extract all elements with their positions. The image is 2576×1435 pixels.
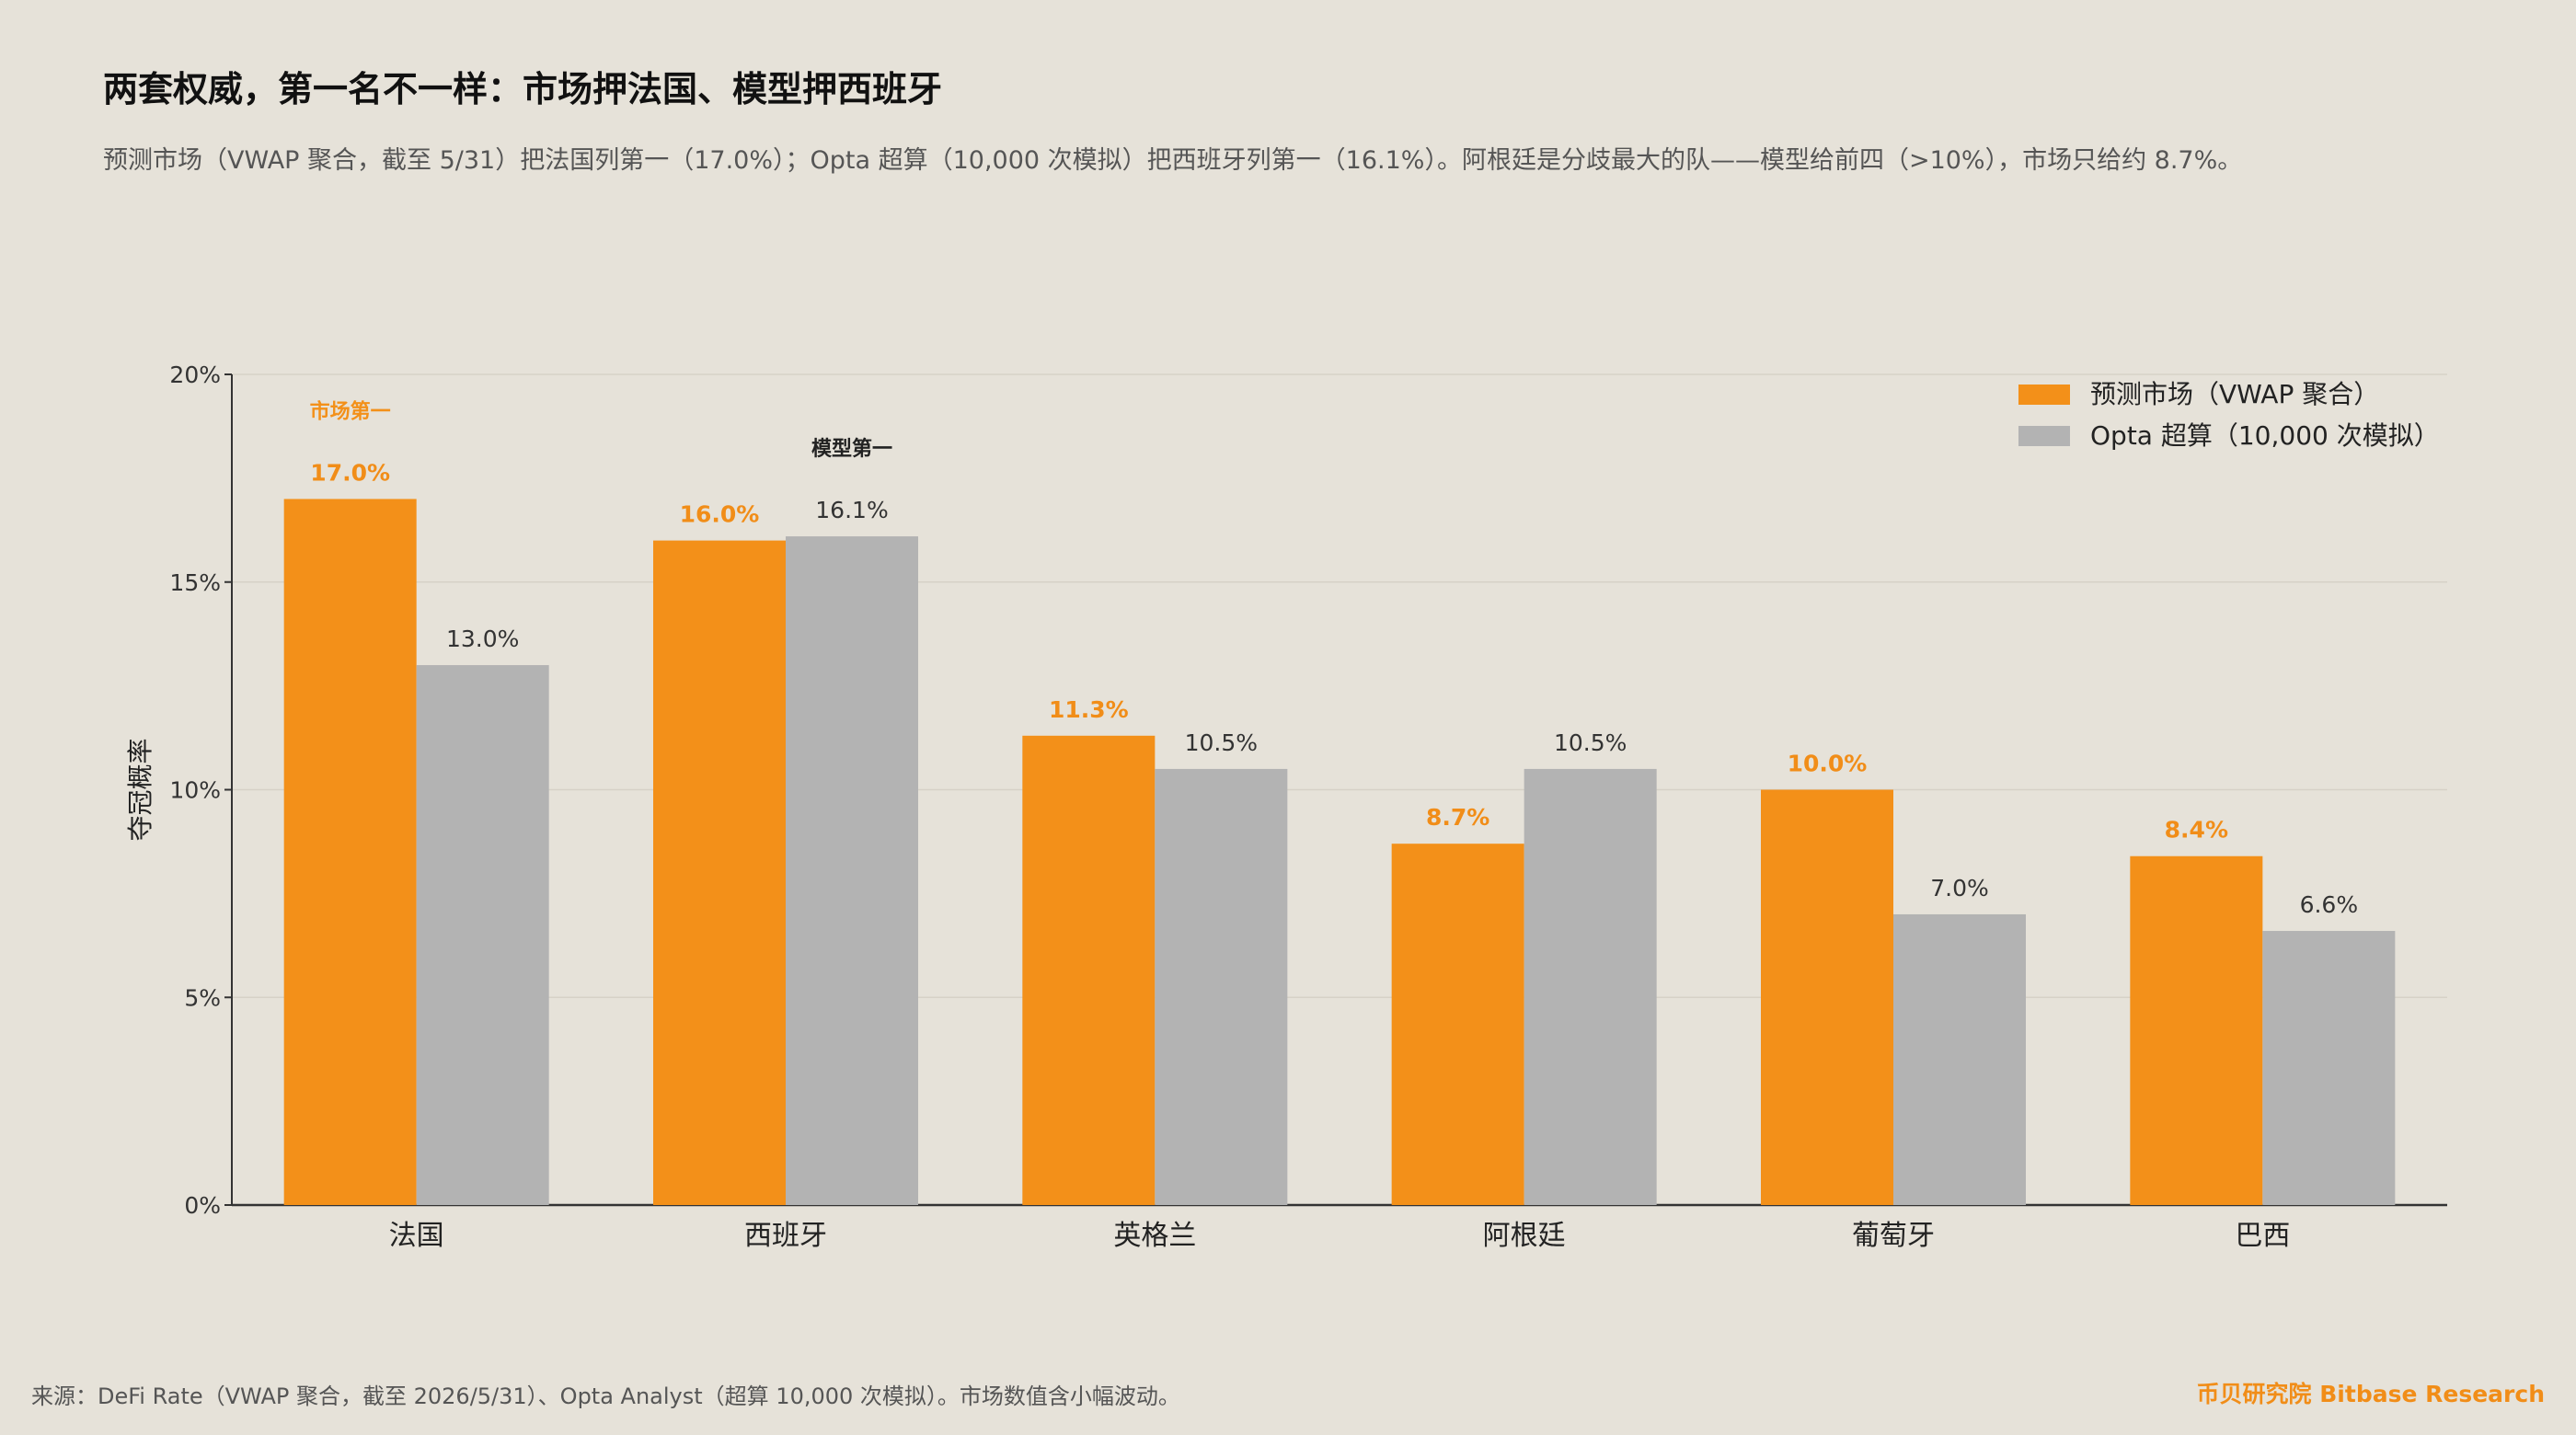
bar-market <box>653 540 786 1205</box>
bar-market <box>1022 735 1156 1205</box>
chart-title: 两套权威，第一名不一样：市场押法国、模型押西班牙 <box>103 69 943 109</box>
annotation-label: 模型第一 <box>811 437 892 461</box>
bar-market <box>2130 855 2263 1205</box>
y-axis-label: 夺冠概率 <box>125 738 155 841</box>
bar-opta <box>1893 913 2026 1205</box>
data-label: 13.0% <box>446 626 519 652</box>
y-tick-label: 10% <box>169 777 221 804</box>
data-label: 10.5% <box>1185 729 1258 756</box>
brand-label: 币贝研究院 Bitbase Research <box>2196 1381 2545 1407</box>
data-label: 8.7% <box>1426 804 1489 831</box>
x-tick-label: 阿根廷 <box>1483 1220 1566 1252</box>
legend-swatch <box>2018 385 2070 405</box>
annotation-label: 市场第一 <box>310 399 391 423</box>
x-tick-label: 巴西 <box>2235 1220 2290 1252</box>
x-tick-label: 西班牙 <box>744 1220 827 1252</box>
bar-opta <box>1155 768 1288 1205</box>
y-tick-label: 5% <box>184 984 221 1011</box>
legend-item-label: 预测市场（VWAP 聚合） <box>2090 379 2379 409</box>
bar-opta <box>2262 931 2396 1205</box>
bar-market <box>1761 789 1893 1205</box>
bar-opta <box>416 665 549 1205</box>
data-label: 7.0% <box>1930 875 1989 901</box>
data-label: 6.6% <box>2300 891 2359 918</box>
y-tick-label: 15% <box>169 569 221 596</box>
chart-subtitle: 预测市场（VWAP 聚合，截至 5/31）把法国列第一（17.0%）；Opta … <box>103 146 2243 175</box>
bar-market <box>283 499 417 1205</box>
y-tick-label: 20% <box>169 362 221 388</box>
x-tick-label: 葡萄牙 <box>1852 1220 1935 1252</box>
data-label: 16.1% <box>815 497 888 523</box>
bar-market <box>1391 844 1524 1205</box>
bar-opta <box>1524 768 1657 1205</box>
legend-swatch <box>2018 426 2070 446</box>
x-tick-label: 英格兰 <box>1113 1220 1196 1252</box>
data-label: 17.0% <box>310 459 390 486</box>
legend-item-label: Opta 超算（10,000 次模拟） <box>2090 420 2440 451</box>
x-tick-label: 法国 <box>389 1220 444 1252</box>
data-label: 16.0% <box>680 501 760 528</box>
bar-opta <box>786 536 918 1205</box>
data-label: 8.4% <box>2165 817 2228 844</box>
source-note: 来源：DeFi Rate（VWAP 聚合，截至 2026/5/31）、Opta … <box>31 1383 1180 1409</box>
y-tick-label: 0% <box>184 1192 221 1219</box>
data-label: 11.3% <box>1049 696 1129 723</box>
data-label: 10.0% <box>1788 751 1868 777</box>
data-label: 10.5% <box>1554 729 1627 756</box>
